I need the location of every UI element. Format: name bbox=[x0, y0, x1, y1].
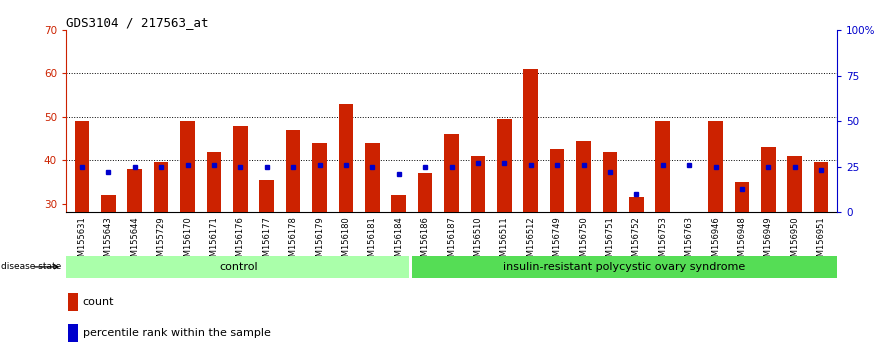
Bar bbox=[735, 182, 749, 212]
Bar bbox=[523, 69, 538, 212]
Bar bbox=[207, 152, 221, 212]
Bar bbox=[285, 130, 300, 212]
Bar bbox=[66, 256, 410, 278]
Bar bbox=[788, 156, 802, 212]
Text: GSM156179: GSM156179 bbox=[315, 216, 324, 267]
Bar bbox=[814, 162, 828, 212]
Text: GSM156950: GSM156950 bbox=[790, 216, 799, 267]
Bar bbox=[576, 141, 591, 212]
Bar bbox=[128, 169, 142, 212]
Bar bbox=[338, 104, 353, 212]
Bar bbox=[181, 121, 195, 212]
Bar bbox=[603, 152, 618, 212]
Text: GSM155644: GSM155644 bbox=[130, 216, 139, 267]
Bar bbox=[101, 195, 115, 212]
Text: GSM155631: GSM155631 bbox=[78, 216, 86, 267]
Text: GDS3104 / 217563_at: GDS3104 / 217563_at bbox=[66, 16, 209, 29]
Text: GSM156951: GSM156951 bbox=[817, 216, 825, 267]
Text: GSM156949: GSM156949 bbox=[764, 216, 773, 267]
Text: GSM156180: GSM156180 bbox=[342, 216, 351, 267]
Text: GSM156753: GSM156753 bbox=[658, 216, 667, 267]
Text: GSM156749: GSM156749 bbox=[552, 216, 561, 267]
Bar bbox=[69, 324, 78, 342]
Text: GSM156946: GSM156946 bbox=[711, 216, 720, 267]
Text: GSM156512: GSM156512 bbox=[526, 216, 536, 267]
Bar bbox=[391, 195, 406, 212]
Bar bbox=[761, 147, 775, 212]
Text: GSM156511: GSM156511 bbox=[500, 216, 509, 267]
Text: GSM155643: GSM155643 bbox=[104, 216, 113, 267]
Text: insulin-resistant polycystic ovary syndrome: insulin-resistant polycystic ovary syndr… bbox=[503, 262, 745, 272]
Bar bbox=[259, 180, 274, 212]
Bar bbox=[75, 121, 89, 212]
Text: GSM156763: GSM156763 bbox=[685, 216, 693, 267]
Text: GSM156750: GSM156750 bbox=[579, 216, 588, 267]
Text: count: count bbox=[83, 297, 115, 307]
Text: GSM156510: GSM156510 bbox=[473, 216, 483, 267]
Text: percentile rank within the sample: percentile rank within the sample bbox=[83, 328, 270, 338]
Text: GSM156187: GSM156187 bbox=[447, 216, 456, 267]
Text: GSM156181: GSM156181 bbox=[367, 216, 377, 267]
Bar bbox=[365, 143, 380, 212]
Text: GSM156186: GSM156186 bbox=[420, 216, 430, 267]
Bar bbox=[312, 143, 327, 212]
Text: disease state: disease state bbox=[2, 262, 62, 272]
Text: GSM156184: GSM156184 bbox=[394, 216, 403, 267]
Text: GSM156170: GSM156170 bbox=[183, 216, 192, 267]
Text: GSM156176: GSM156176 bbox=[236, 216, 245, 267]
Text: GSM156177: GSM156177 bbox=[263, 216, 271, 267]
Text: GSM156751: GSM156751 bbox=[605, 216, 614, 267]
Bar bbox=[444, 134, 459, 212]
Text: GSM155729: GSM155729 bbox=[157, 216, 166, 267]
Bar bbox=[655, 121, 670, 212]
Bar bbox=[682, 212, 696, 243]
Bar bbox=[154, 162, 168, 212]
Text: control: control bbox=[219, 262, 258, 272]
Bar bbox=[69, 293, 78, 312]
Text: GSM156752: GSM156752 bbox=[632, 216, 640, 267]
Bar bbox=[233, 126, 248, 212]
Bar bbox=[411, 256, 837, 278]
Bar bbox=[550, 149, 565, 212]
Text: GSM156171: GSM156171 bbox=[210, 216, 218, 267]
Bar bbox=[708, 121, 722, 212]
Bar bbox=[629, 197, 644, 212]
Bar bbox=[470, 156, 485, 212]
Text: GSM156178: GSM156178 bbox=[289, 216, 298, 267]
Bar bbox=[497, 119, 512, 212]
Bar bbox=[418, 173, 433, 212]
Text: GSM156948: GSM156948 bbox=[737, 216, 746, 267]
